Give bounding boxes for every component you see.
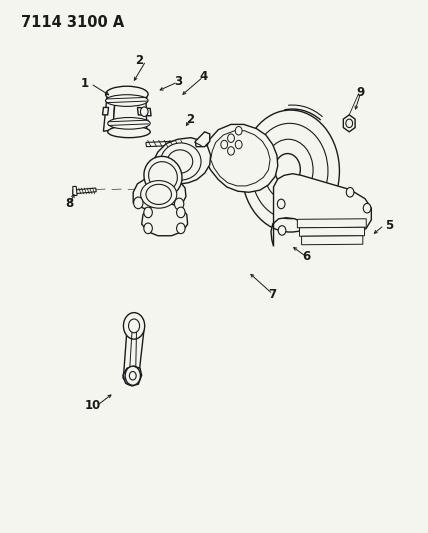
Polygon shape	[146, 140, 195, 147]
Polygon shape	[133, 176, 186, 212]
Circle shape	[177, 223, 185, 233]
Circle shape	[235, 140, 242, 149]
Text: 10: 10	[85, 399, 101, 412]
Circle shape	[128, 319, 140, 333]
Text: 1: 1	[80, 77, 88, 90]
Ellipse shape	[146, 184, 172, 205]
Text: 4: 4	[199, 70, 208, 83]
Circle shape	[275, 154, 300, 185]
Circle shape	[228, 134, 235, 142]
Text: 2: 2	[136, 54, 144, 67]
Polygon shape	[142, 204, 187, 236]
Text: 3: 3	[174, 76, 182, 88]
Polygon shape	[300, 227, 365, 236]
Text: 7: 7	[269, 288, 277, 301]
Ellipse shape	[160, 143, 201, 180]
Ellipse shape	[106, 86, 148, 102]
Text: 2: 2	[187, 112, 195, 126]
Circle shape	[277, 199, 285, 209]
Circle shape	[144, 223, 152, 233]
Circle shape	[144, 207, 152, 217]
Circle shape	[278, 225, 286, 235]
Circle shape	[242, 110, 339, 232]
Circle shape	[123, 313, 145, 339]
Polygon shape	[103, 108, 109, 115]
Circle shape	[129, 372, 136, 380]
Circle shape	[140, 107, 148, 116]
Polygon shape	[302, 236, 363, 245]
Circle shape	[235, 126, 242, 135]
Circle shape	[177, 207, 185, 217]
Circle shape	[251, 123, 328, 219]
Polygon shape	[73, 187, 77, 196]
Circle shape	[363, 204, 371, 213]
Circle shape	[264, 139, 313, 201]
Polygon shape	[271, 174, 372, 246]
Polygon shape	[205, 124, 278, 192]
Text: 6: 6	[303, 251, 311, 263]
Circle shape	[221, 140, 228, 149]
Polygon shape	[195, 132, 210, 147]
Text: 9: 9	[357, 86, 365, 99]
Polygon shape	[123, 366, 142, 386]
Polygon shape	[150, 138, 211, 184]
Polygon shape	[113, 94, 147, 134]
Circle shape	[125, 366, 140, 385]
Circle shape	[346, 119, 353, 127]
Polygon shape	[137, 108, 151, 116]
Polygon shape	[123, 321, 144, 386]
Ellipse shape	[106, 95, 148, 107]
Text: 8: 8	[65, 197, 74, 211]
Ellipse shape	[144, 156, 182, 196]
Polygon shape	[73, 188, 96, 194]
Polygon shape	[343, 115, 355, 132]
Polygon shape	[297, 219, 366, 228]
Circle shape	[134, 197, 143, 209]
Polygon shape	[211, 131, 270, 186]
Ellipse shape	[108, 117, 150, 129]
Ellipse shape	[167, 150, 193, 173]
Text: 5: 5	[385, 219, 393, 232]
Circle shape	[175, 198, 184, 210]
Text: 7114 3100 A: 7114 3100 A	[21, 14, 124, 30]
Ellipse shape	[149, 161, 177, 191]
Ellipse shape	[141, 181, 177, 208]
Circle shape	[346, 188, 354, 197]
Circle shape	[228, 147, 235, 155]
Polygon shape	[104, 96, 116, 131]
Ellipse shape	[108, 126, 150, 138]
